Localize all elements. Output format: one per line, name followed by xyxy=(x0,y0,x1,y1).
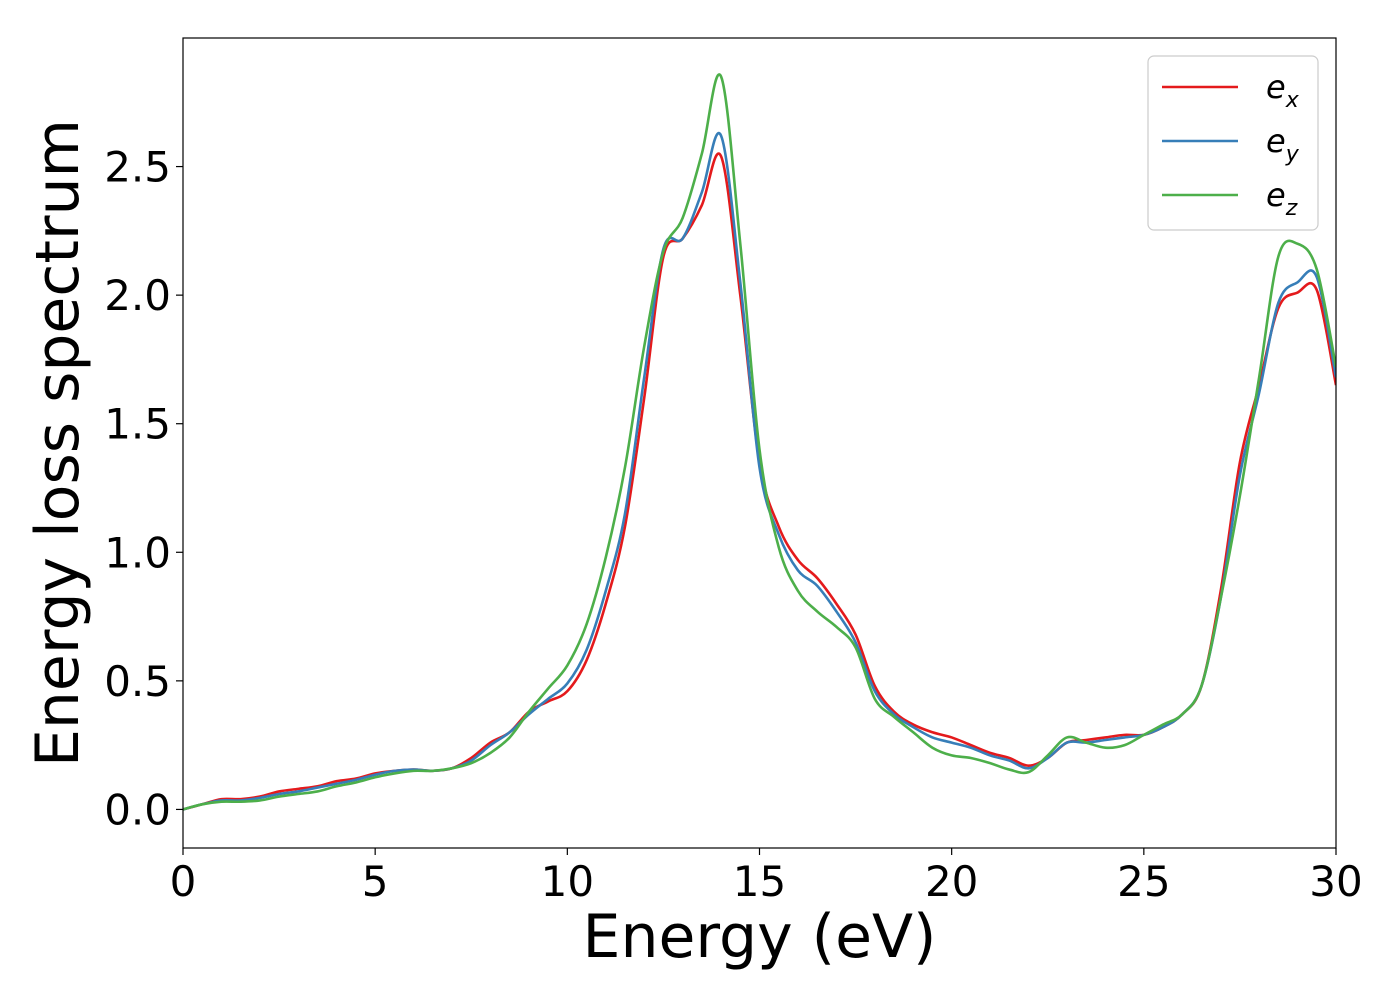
x-tick-label: 30 xyxy=(1309,857,1362,906)
legend-label-subscript: z xyxy=(1285,196,1298,221)
series-line-ex xyxy=(183,152,1336,811)
y-tick-label: 1.0 xyxy=(104,528,171,577)
x-tick-label: 25 xyxy=(1117,857,1170,906)
legend-label-subscript: y xyxy=(1285,142,1300,167)
legend-label-base: e xyxy=(1266,68,1286,106)
x-tick-label: 15 xyxy=(733,857,786,906)
legend-label-base: e xyxy=(1266,176,1286,214)
y-tick-label: 0.0 xyxy=(104,785,171,834)
x-tick-label: 10 xyxy=(541,857,594,906)
legend-box xyxy=(1147,55,1319,231)
y-axis: 0.0 0.5 1.0 1.5 2.0 2.5 xyxy=(104,143,183,834)
legend-label-base: e xyxy=(1266,122,1286,160)
series-line-ez xyxy=(183,73,1336,811)
legend-label-ex: ex xyxy=(1266,68,1300,113)
x-axis: 0 5 10 15 20 25 30 xyxy=(170,848,1363,906)
y-tick-label: 2.0 xyxy=(104,271,171,320)
y-tick-label: 1.5 xyxy=(104,400,171,449)
x-tick-label: 0 xyxy=(170,857,197,906)
x-tick-label: 20 xyxy=(925,857,978,906)
y-tick-label: 0.5 xyxy=(104,657,171,706)
series-line-ey xyxy=(183,131,1336,811)
legend-label-subscript: x xyxy=(1285,88,1300,113)
legend-label-ez: ez xyxy=(1266,176,1298,221)
x-axis-label: Energy (eV) xyxy=(583,902,937,972)
y-tick-label: 2.5 xyxy=(104,143,171,192)
series-lines xyxy=(183,73,1336,811)
x-tick-label: 5 xyxy=(362,857,389,906)
legend-label-ey: ey xyxy=(1266,122,1300,167)
y-axis-label: Energy loss spectrum xyxy=(23,119,93,767)
